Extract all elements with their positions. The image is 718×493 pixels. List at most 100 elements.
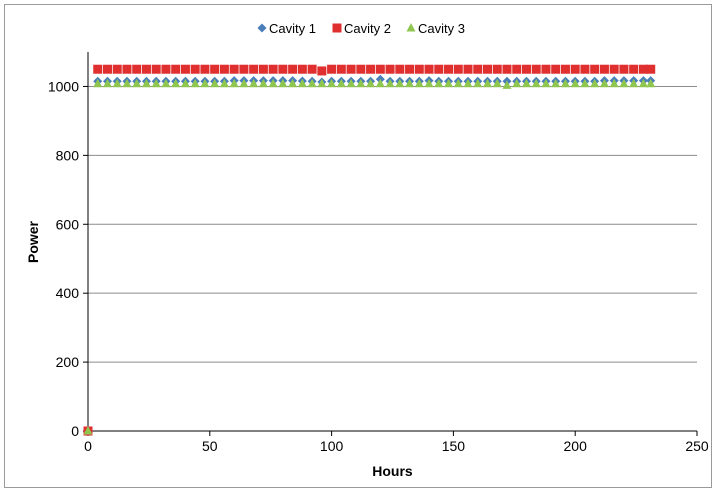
- y-tick-label: 1000: [48, 78, 79, 94]
- data-point: [307, 78, 317, 88]
- data-point: [560, 78, 570, 88]
- data-point: [141, 64, 151, 74]
- legend-marker: [406, 23, 416, 32]
- data-point: [619, 64, 629, 74]
- data-point: [219, 78, 229, 88]
- data-point: [473, 64, 483, 74]
- data-point: [570, 78, 580, 88]
- data-point: [258, 64, 268, 74]
- legend-label: Cavity 2: [344, 21, 391, 36]
- data-point: [434, 78, 444, 88]
- data-point: [171, 78, 181, 88]
- data-point: [366, 78, 376, 88]
- data-point: [414, 78, 424, 88]
- data-point: [502, 64, 512, 74]
- data-point: [463, 78, 473, 88]
- data-point: [200, 64, 210, 74]
- data-point: [599, 64, 609, 74]
- data-point: [385, 78, 395, 88]
- data-point: [122, 64, 132, 74]
- data-point: [541, 64, 551, 74]
- data-point: [609, 64, 619, 74]
- data-point: [551, 64, 561, 74]
- data-point: [190, 78, 200, 88]
- x-axis-title: Hours: [372, 463, 413, 479]
- data-point: [327, 78, 337, 88]
- data-point: [278, 64, 288, 74]
- data-point: [151, 64, 161, 74]
- data-point: [122, 78, 132, 88]
- data-point: [327, 64, 337, 74]
- data-point: [531, 64, 541, 74]
- x-tick-label: 50: [202, 438, 218, 454]
- data-point: [492, 78, 502, 88]
- data-point: [210, 64, 220, 74]
- data-point: [239, 78, 249, 88]
- data-point: [288, 64, 298, 74]
- data-point: [151, 78, 161, 88]
- data-point: [219, 64, 229, 74]
- data-point: [473, 78, 483, 88]
- data-point: [424, 78, 434, 88]
- axes: [83, 52, 698, 436]
- data-point: [453, 78, 463, 88]
- data-point: [268, 64, 278, 74]
- legend-label: Cavity 1: [269, 21, 316, 36]
- data-point: [210, 78, 220, 88]
- data-point: [453, 64, 463, 74]
- x-tick-label: 250: [685, 438, 709, 454]
- y-tick-label: 400: [56, 285, 80, 301]
- data-point: [249, 78, 259, 88]
- data-point: [375, 78, 385, 88]
- y-tick-label: 0: [71, 423, 79, 439]
- legend-marker: [332, 23, 342, 33]
- data-point: [141, 78, 151, 88]
- data-point: [395, 78, 405, 88]
- data-point: [190, 64, 200, 74]
- data-point: [492, 64, 502, 74]
- data-point: [521, 78, 531, 88]
- data-point: [580, 78, 590, 88]
- data-point: [288, 78, 298, 88]
- data-point: [483, 78, 493, 88]
- data-point: [356, 78, 366, 88]
- data-point: [102, 78, 112, 88]
- data-point: [161, 64, 171, 74]
- gridlines: [88, 85, 697, 363]
- data-point: [258, 78, 268, 88]
- data-point: [249, 64, 259, 74]
- data-point: [93, 78, 103, 88]
- data-point: [531, 78, 541, 88]
- data-point: [580, 64, 590, 74]
- data-point: [629, 64, 639, 74]
- data-point: [161, 78, 171, 88]
- x-tick-label: 100: [320, 438, 344, 454]
- data-point: [112, 64, 122, 74]
- data-point: [268, 78, 278, 88]
- x-tick-label: 0: [84, 438, 92, 454]
- data-point: [93, 64, 103, 74]
- data-point: [444, 64, 454, 74]
- data-point: [646, 64, 656, 74]
- y-axis-title: Power: [25, 220, 41, 263]
- data-point: [560, 64, 570, 74]
- data-point: [570, 64, 580, 74]
- data-point: [609, 78, 619, 88]
- x-tick-label: 150: [442, 438, 466, 454]
- y-tick-label: 800: [56, 147, 80, 163]
- data-point: [434, 64, 444, 74]
- data-point: [83, 426, 93, 435]
- data-point: [317, 66, 327, 76]
- data-point: [278, 78, 288, 88]
- data-point: [366, 64, 376, 74]
- data-point: [405, 78, 415, 88]
- y-tick-label: 600: [56, 216, 80, 232]
- series-1: [83, 74, 656, 436]
- data-point: [512, 64, 522, 74]
- data-point: [619, 78, 629, 88]
- legend-item: Cavity 2: [332, 21, 391, 36]
- data-point: [646, 78, 656, 88]
- data-point: [638, 64, 648, 74]
